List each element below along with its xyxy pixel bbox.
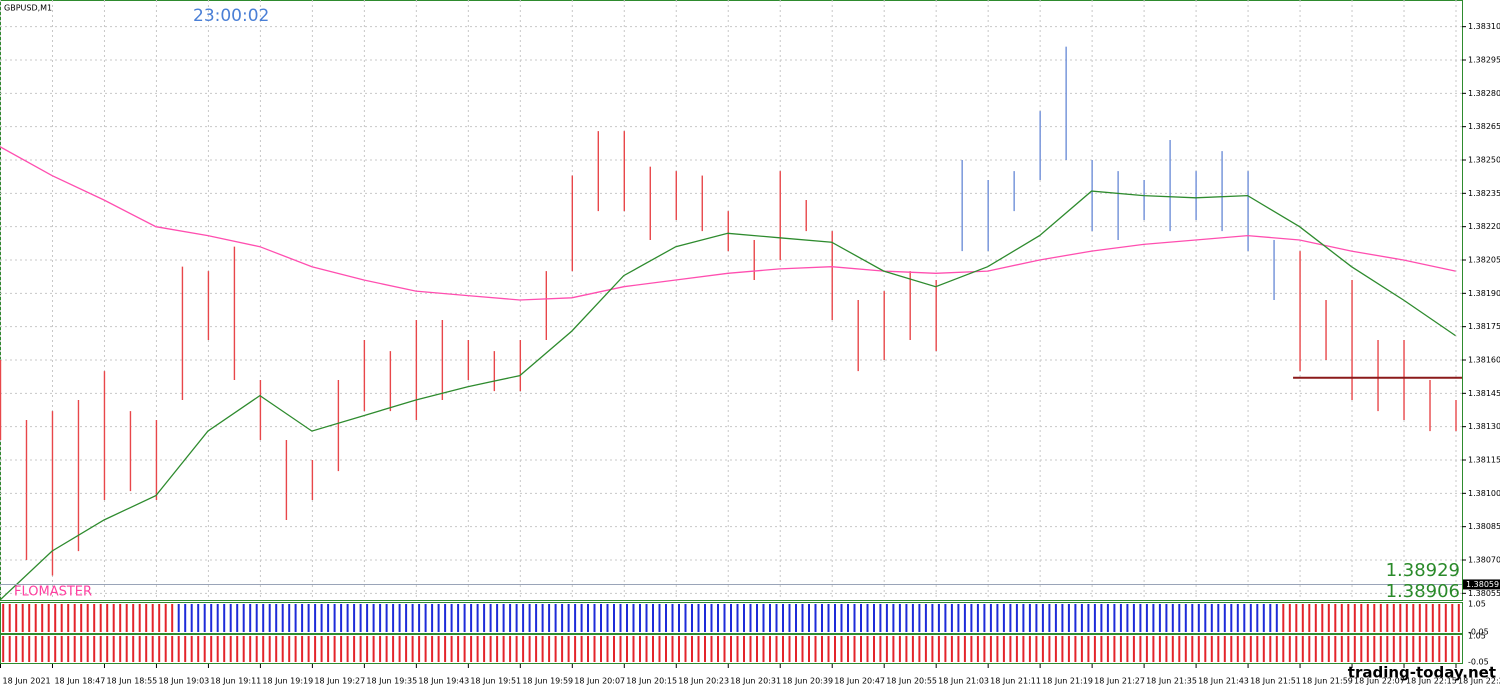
- x-tick-label: 18 Jun 18:47: [54, 677, 105, 686]
- x-tick-label: 18 Jun 19:27: [314, 677, 365, 686]
- chart-title: GBPUSD,M1: [4, 4, 52, 13]
- x-tick-label: 18 Jun 19:19: [262, 677, 313, 686]
- y-tick-label: 1.38265: [1468, 122, 1500, 131]
- x-tick-label: 18 Jun 19:35: [366, 677, 417, 686]
- moving-average: [0, 190, 1456, 601]
- x-tick-label: 18 Jun 21:51: [1250, 677, 1301, 686]
- y-tick-label: 1.38205: [1468, 256, 1500, 265]
- x-tick-label: 18 Jun 20:07: [574, 677, 625, 686]
- plot: [0, 46, 1462, 601]
- y-tick-label: 1.38055: [1468, 589, 1500, 598]
- y-tick-label: 1.38115: [1468, 456, 1500, 465]
- y-tick-label: 1.38160: [1468, 356, 1500, 365]
- panel-tick-label: 1.05: [1468, 632, 1486, 641]
- x-tick-label: 18 Jun 20:47: [834, 677, 885, 686]
- x-tick-label: 18 Jun 22:07: [1354, 677, 1405, 686]
- y-tick-label: 1.38070: [1468, 556, 1500, 565]
- x-tick-label: 18 Jun 21:27: [1094, 677, 1145, 686]
- x-tick-label: 18 Jun 19:51: [470, 677, 521, 686]
- x-tick-label: 18 Jun 19:11: [210, 677, 261, 686]
- y-tick-label: 1.38310: [1468, 22, 1500, 31]
- panel-tick-label: 1.05: [1468, 600, 1486, 609]
- y-tick-label: 1.38280: [1468, 89, 1500, 98]
- x-tick-label: 18 Jun 21:59: [1302, 677, 1353, 686]
- panel-tick-label: -0.05: [1468, 658, 1489, 667]
- y-tick-label: 1.38175: [1468, 322, 1500, 331]
- current-price-box: [1463, 579, 1500, 590]
- x-tick-label: 18 Jun 2021: [3, 677, 51, 686]
- x-tick-label: 18 Jun 21:19: [1042, 677, 1093, 686]
- x-tick-label: 18 Jun 19:59: [522, 677, 573, 686]
- x-tick-label: 18 Jun 20:15: [626, 677, 677, 686]
- x-tick-label: 18 Jun 22:2: [1458, 677, 1500, 686]
- x-tick-label: 18 Jun 21:11: [990, 677, 1041, 686]
- y-tick-label: 1.38295: [1468, 56, 1500, 65]
- clock: 23:00:02: [193, 6, 269, 26]
- x-tick-label: 18 Jun 21:43: [1198, 677, 1249, 686]
- x-tick-label: 18 Jun 20:23: [678, 677, 729, 686]
- x-tick-label: 18 Jun 20:55: [886, 677, 937, 686]
- x-tick-label: 18 Jun 18:55: [106, 677, 157, 686]
- y-tick-label: 1.38145: [1468, 389, 1500, 398]
- x-tick-label: 18 Jun 19:43: [418, 677, 469, 686]
- x-tick-label: 18 Jun 21:35: [1146, 677, 1197, 686]
- histogram-range: [2, 636, 1460, 662]
- x-tick-label: 18 Jun 21:03: [938, 677, 989, 686]
- main-frame: [0, 0, 1463, 601]
- histogram-range: [177, 604, 1278, 632]
- x-tick-label: 18 Jun 20:31: [730, 677, 781, 686]
- moving-average: [0, 146, 1456, 301]
- x-tick-label: 18 Jun 22:15: [1406, 677, 1457, 686]
- histogram-range: [2, 604, 174, 632]
- x-tick-label: 18 Jun 20:39: [782, 677, 833, 686]
- indicator-value: 1.38929: [1386, 560, 1460, 581]
- y-tick-label: 1.38220: [1468, 222, 1500, 231]
- y-tick-label: 1.38250: [1468, 156, 1500, 165]
- x-tick-label: 18 Jun 19:03: [158, 677, 209, 686]
- watermark: trading-today.net: [1348, 664, 1496, 682]
- indicator-name: FLOMASTER: [14, 585, 92, 600]
- y-tick-label: 1.38235: [1468, 189, 1500, 198]
- y-tick-label: 1.38130: [1468, 422, 1500, 431]
- y-tick-label: 1.38100: [1468, 489, 1500, 498]
- panel-tick-label: -0.05: [1468, 628, 1489, 637]
- y-tick-label: 1.38190: [1468, 289, 1500, 298]
- y-tick-label: 1.38085: [1468, 522, 1500, 531]
- current-price-label: 1.38059: [1466, 580, 1499, 589]
- histogram-range: [1282, 604, 1460, 632]
- indicator-value: 1.38906: [1386, 581, 1460, 602]
